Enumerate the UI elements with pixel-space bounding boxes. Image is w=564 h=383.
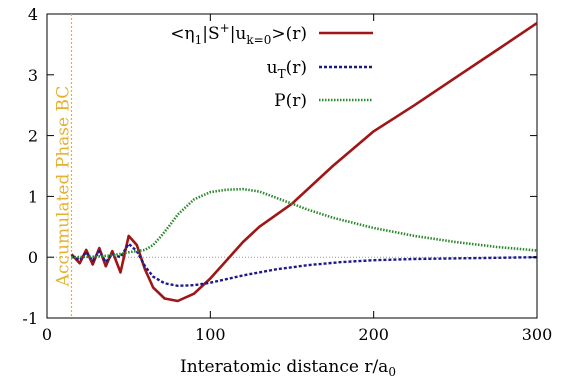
x-tick-label: 0 [42,325,52,344]
legend-label-2: uT(r) [267,58,307,81]
x-tick-label: 300 [522,325,553,344]
legend-layer: <η1|S+|uk=0>(r) uT(r) P(r) [170,21,373,111]
y-tick-label: -1 [22,309,38,328]
series-layer [70,22,538,303]
y-tick-label: 2 [28,127,38,146]
y-tick-label: 3 [28,66,38,85]
x-tick-label: 100 [195,325,226,344]
x-tick-label: 200 [358,325,389,344]
series-line-3 [71,187,538,259]
series-line-2 [70,242,538,287]
legend-label-3: P(r) [274,91,307,111]
annotation-layer: Accumulated Phase BC [54,14,74,318]
y-tick-label: 1 [28,187,38,206]
x-axis-title-main: Interatomic distance r/a [180,357,388,377]
x-axis-title: Interatomic distance r/a0 [180,357,396,379]
plot-frame [46,13,538,319]
phase-bc-label: Accumulated Phase BC [54,86,74,288]
y-tick-label: 4 [28,5,38,24]
legend-label-1: <η1|S+|uk=0>(r) [170,21,307,47]
plot-border [46,13,538,319]
y-tick-label: 0 [28,248,38,267]
x-axis-title-subscript: 0 [388,365,396,379]
